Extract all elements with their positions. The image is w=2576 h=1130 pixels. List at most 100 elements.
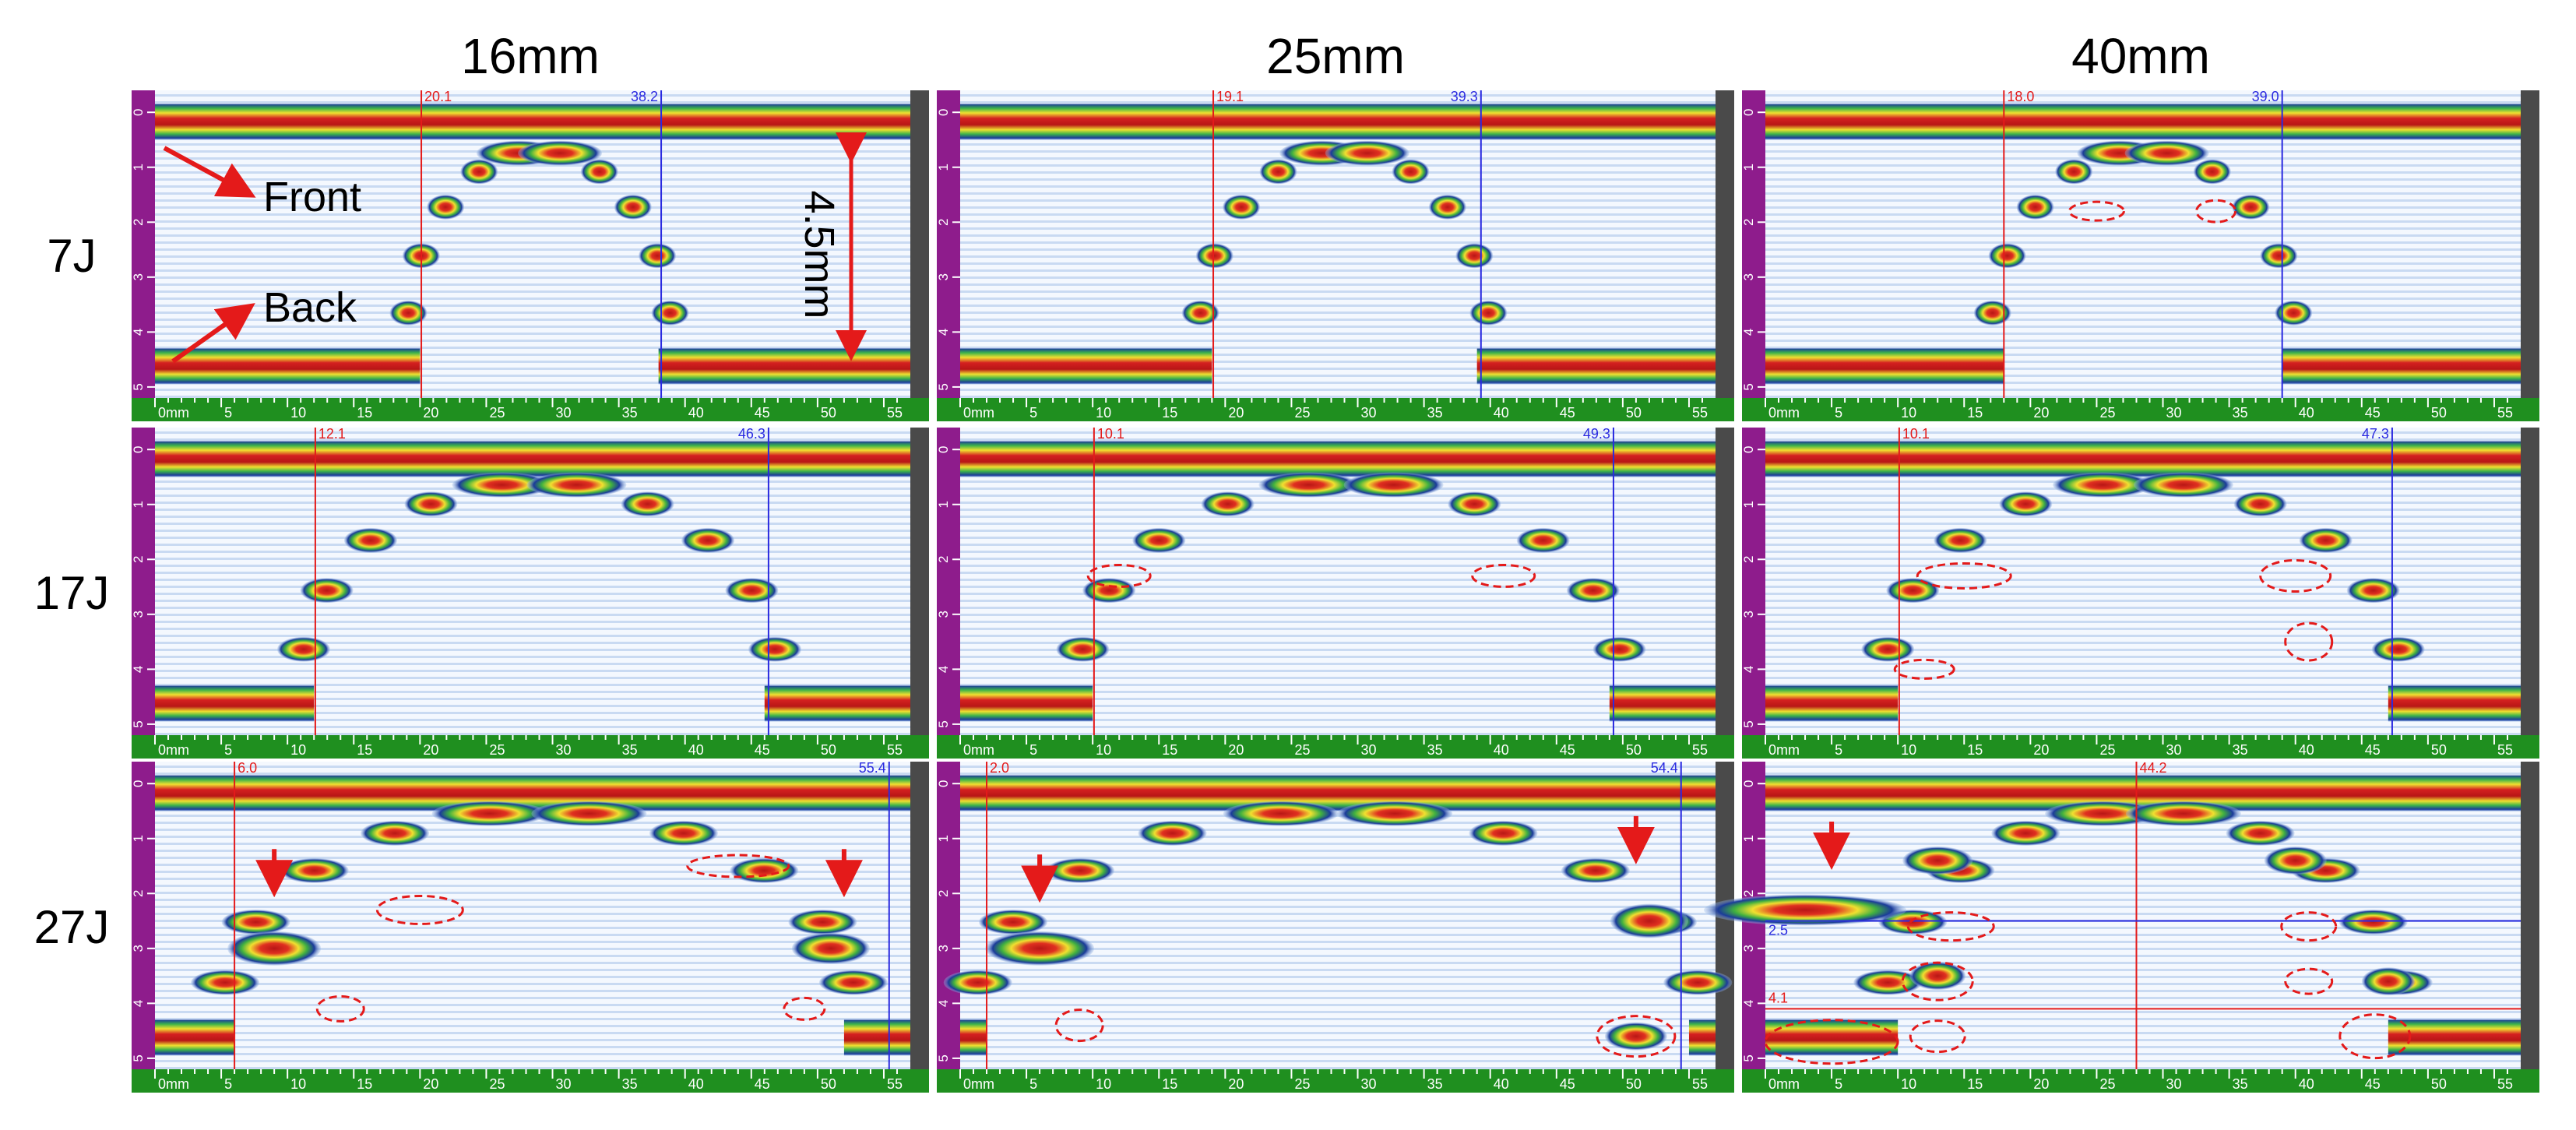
x-tick-label: 20 (2033, 742, 2049, 758)
damage-echo (1663, 970, 1733, 995)
x-tick-label: 40 (2299, 742, 2314, 758)
column-header: 16mm (461, 28, 600, 84)
depth-tick-label: 4 (936, 329, 951, 336)
damage-echo (300, 578, 354, 604)
x-tick-label: 0mm (158, 1076, 189, 1092)
highlight-ellipse (1906, 911, 1995, 942)
x-tick-label: 25 (2099, 405, 2115, 421)
depth-tick-label: 3 (131, 611, 146, 618)
x-tick-label: 25 (1294, 742, 1310, 758)
x-tick-label: 50 (821, 405, 836, 421)
depth-tick-label: 2 (1741, 219, 1756, 226)
damage-echo (2338, 909, 2408, 935)
depth-tick-label: 3 (1741, 273, 1756, 280)
front-wall (155, 441, 910, 477)
x-tick-label: 0mm (1768, 1076, 1800, 1092)
x-tick-label: 30 (556, 742, 572, 758)
depth-tick-label: 4 (936, 1000, 951, 1007)
x-tick-label: 20 (1228, 405, 1244, 421)
x-tick-label: 25 (1294, 405, 1310, 421)
x-tick-label: 45 (1560, 405, 1575, 421)
x-tick-label: 0mm (963, 405, 994, 421)
back-wall (1609, 685, 1716, 722)
x-tick-label: 0mm (1768, 405, 1800, 421)
damage-echo (1046, 857, 1115, 883)
scan-background (1765, 90, 2521, 398)
damage-echo (1325, 140, 1409, 166)
x-tick-label: 5 (224, 405, 232, 421)
highlight-ellipse (375, 894, 464, 925)
x-tick-label: 35 (2233, 742, 2248, 758)
x-tick-label: 15 (1967, 1076, 1983, 1092)
damage-echo (1561, 857, 1630, 883)
x-tick-label: 25 (489, 405, 505, 421)
x-tick-label: 30 (1361, 405, 1377, 421)
blue-cursor-label: 49.3 (1583, 426, 1610, 442)
scan-axis-strip (1742, 1069, 2539, 1093)
x-tick-label: 50 (2431, 405, 2447, 421)
damage-echo (1138, 820, 1207, 846)
highlight-ellipse (315, 994, 365, 1023)
damage-echo (1337, 801, 1453, 826)
red-cursor-label: 6.0 (238, 760, 257, 776)
x-tick-label: 5 (224, 742, 232, 758)
damage-echo (1991, 820, 2060, 846)
red-cursor-label: 44.2 (2139, 760, 2166, 776)
highlight-ellipse (2338, 1013, 2412, 1060)
x-tick-label: 15 (357, 742, 372, 758)
depth-strip (132, 762, 155, 1069)
red-cursor-label: 10.1 (1902, 426, 1930, 442)
highlight-ellipse (686, 854, 790, 878)
damage-echo (460, 159, 498, 185)
damage-echo (1861, 636, 1915, 662)
x-tick-label: 15 (1162, 405, 1177, 421)
x-tick-label: 20 (1228, 742, 1244, 758)
depth-tick-label: 2 (936, 890, 951, 897)
x-tick-label: 55 (1692, 405, 1708, 421)
red-depth-label: 4.1 (1768, 990, 1788, 1005)
x-tick-label: 50 (1626, 1076, 1642, 1092)
depth-tick-label: 4 (1741, 666, 1756, 673)
x-tick-label: 20 (1228, 1076, 1244, 1092)
front-wall (960, 775, 1716, 811)
x-tick-label: 30 (2166, 405, 2182, 421)
depth-strip (1742, 428, 1765, 735)
x-tick-label: 35 (1427, 742, 1443, 758)
depth-tick-label: 1 (1741, 164, 1756, 171)
damage-echo (1934, 527, 1987, 553)
x-tick-label: 35 (622, 405, 638, 421)
x-tick-label: 30 (2166, 1076, 2182, 1092)
x-tick-label: 40 (688, 742, 704, 758)
depth-tick-label: 3 (131, 273, 146, 280)
red-cursor-label: 2.0 (990, 760, 1009, 776)
depth-strip (937, 90, 960, 398)
x-tick-label: 40 (1494, 405, 1509, 421)
x-tick-label: 40 (2299, 1076, 2314, 1092)
x-tick-label: 0mm (963, 742, 994, 758)
highlight-ellipse (2067, 200, 2125, 222)
scan-background (960, 90, 1716, 398)
x-tick-label: 40 (688, 405, 704, 421)
x-tick-label: 35 (2233, 405, 2248, 421)
x-tick-label: 45 (2365, 1076, 2381, 1092)
x-tick-label: 45 (1560, 1076, 1575, 1092)
damage-echo (361, 820, 430, 846)
x-tick-label: 30 (2166, 742, 2182, 758)
delamination-echo (791, 932, 870, 964)
depth-tick-label: 0 (131, 445, 146, 452)
damage-echo (2232, 194, 2270, 220)
damage-echo (621, 491, 674, 517)
highlight-ellipse (2284, 621, 2334, 662)
x-tick-label: 40 (688, 1076, 704, 1092)
highlight-ellipse (2280, 911, 2338, 942)
x-tick-label: 20 (423, 405, 438, 421)
scan-axis-strip (132, 398, 929, 421)
back-wall (1765, 348, 2004, 385)
right-strip (2521, 428, 2539, 735)
x-tick-label: 45 (2365, 405, 2381, 421)
depth-tick-label: 2 (131, 219, 146, 226)
back-wall (843, 1019, 910, 1056)
right-strip (2521, 90, 2539, 398)
right-strip (910, 90, 929, 398)
